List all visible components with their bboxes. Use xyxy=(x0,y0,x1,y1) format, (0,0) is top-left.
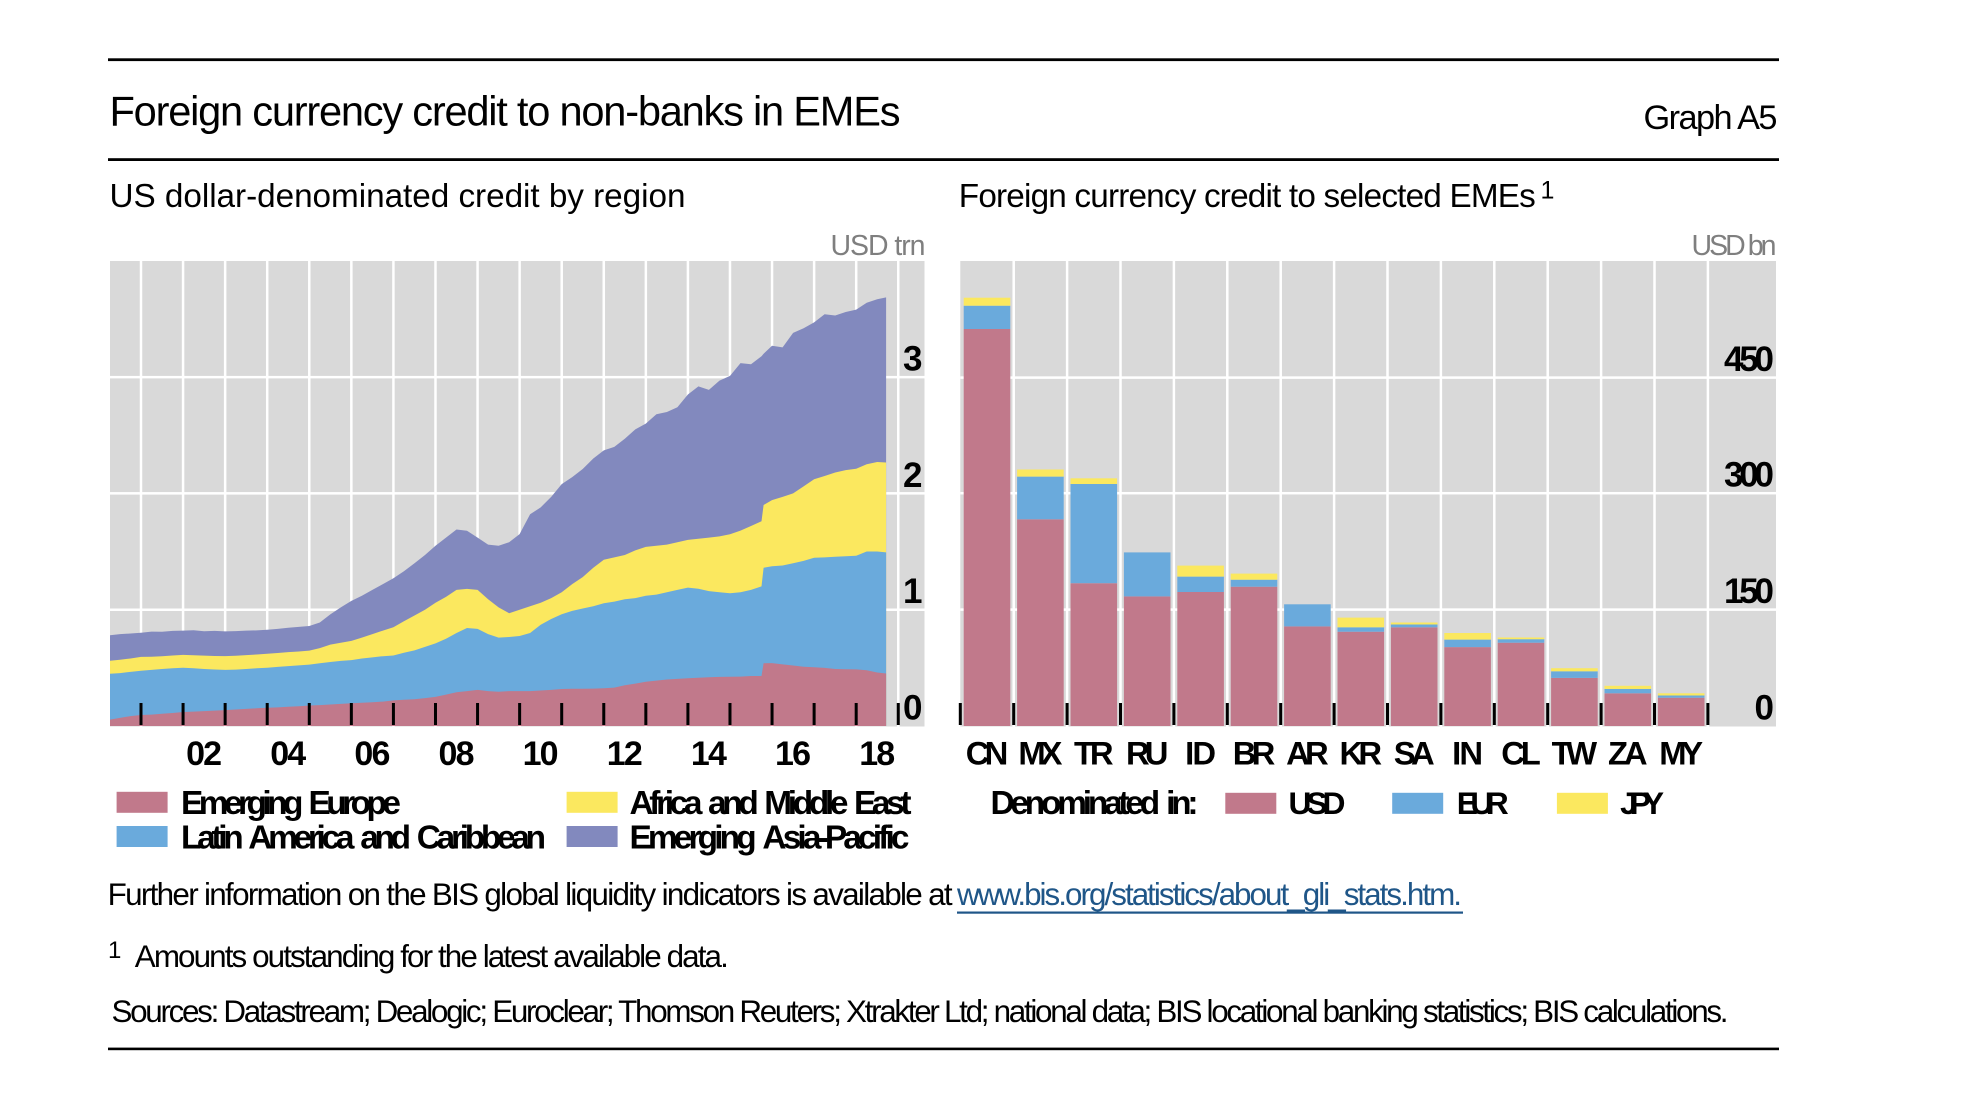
svg-text:2: 2 xyxy=(903,456,922,495)
svg-text:ZA: ZA xyxy=(1608,734,1648,771)
svg-text:Emerging Asia-Pacific: Emerging Asia-Pacific xyxy=(630,819,910,856)
svg-text:USD: USD xyxy=(1289,785,1346,821)
svg-text:KR: KR xyxy=(1340,734,1383,771)
svg-text:300: 300 xyxy=(1724,456,1774,495)
svg-text:www.bis.org/statistics/about_g: www.bis.org/statistics/about_gli_stats.h… xyxy=(956,877,1462,912)
svg-text:CN: CN xyxy=(966,734,1009,771)
svg-text:Emerging Europe: Emerging Europe xyxy=(181,785,401,822)
svg-text:02: 02 xyxy=(186,735,222,773)
svg-text:08: 08 xyxy=(439,735,475,773)
svg-text:1: 1 xyxy=(903,572,922,611)
svg-text:RU: RU xyxy=(1126,734,1169,771)
svg-text:EUR: EUR xyxy=(1457,785,1509,821)
svg-text:3: 3 xyxy=(903,340,922,379)
svg-text:USD trn: USD trn xyxy=(831,230,926,262)
svg-text:450: 450 xyxy=(1724,340,1774,379)
svg-text:CL: CL xyxy=(1501,734,1541,771)
svg-text:USD bn: USD bn xyxy=(1692,230,1777,262)
svg-text:Africa and Middle East: Africa and Middle East xyxy=(630,785,912,822)
svg-text:SA: SA xyxy=(1394,734,1435,771)
svg-text:US dollar-denominated credit b: US dollar-denominated credit by region xyxy=(110,178,686,215)
svg-text:12: 12 xyxy=(607,735,643,773)
svg-text:IN: IN xyxy=(1452,734,1483,771)
svg-text:Graph A5: Graph A5 xyxy=(1644,99,1778,137)
svg-text:Latin America and Caribbean: Latin America and Caribbean xyxy=(181,819,546,856)
svg-text:JPY: JPY xyxy=(1620,785,1664,821)
svg-text:10: 10 xyxy=(523,735,559,773)
svg-text:Foreign currency credit to non: Foreign currency credit to non-banks in … xyxy=(110,88,901,135)
svg-text:Amounts outstanding for the la: Amounts outstanding for the latest avail… xyxy=(135,939,729,974)
svg-text:MY: MY xyxy=(1659,734,1703,771)
svg-text:150: 150 xyxy=(1724,572,1774,611)
svg-text:AR: AR xyxy=(1286,734,1329,771)
svg-text:Sources: Datastream; Dealogic;: Sources: Datastream; Dealogic; Euroclear… xyxy=(112,994,1729,1029)
svg-text:1: 1 xyxy=(1541,177,1555,205)
svg-text:18: 18 xyxy=(859,735,895,773)
svg-text:MX: MX xyxy=(1018,734,1062,771)
svg-text:TR: TR xyxy=(1074,734,1114,771)
svg-text:Further information on the BIS: Further information on the BIS global li… xyxy=(108,877,953,912)
svg-text:14: 14 xyxy=(691,735,727,773)
svg-text:0: 0 xyxy=(1755,689,1774,728)
svg-text:BR: BR xyxy=(1233,734,1276,771)
svg-text:04: 04 xyxy=(270,735,306,773)
svg-text:16: 16 xyxy=(775,735,811,773)
svg-text:Foreign currency credit to sel: Foreign currency credit to selected EMEs xyxy=(959,178,1536,215)
svg-text:TW: TW xyxy=(1552,734,1598,771)
svg-text:Denominated in:: Denominated in: xyxy=(991,785,1199,822)
svg-text:0: 0 xyxy=(903,689,922,728)
svg-text:ID: ID xyxy=(1185,734,1216,771)
svg-text:1: 1 xyxy=(108,937,121,964)
svg-text:06: 06 xyxy=(354,735,390,773)
